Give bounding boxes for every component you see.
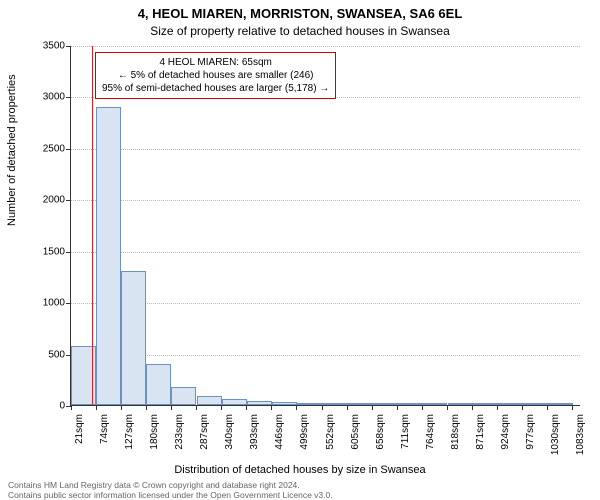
chart-title-address: 4, HEOL MIAREN, MORRISTON, SWANSEA, SA6 … <box>0 6 600 21</box>
xtick-label: 127sqm <box>124 414 135 450</box>
xtick-label: 658sqm <box>375 414 386 450</box>
xtick-label: 74sqm <box>99 414 110 444</box>
ytick-label: 1000 <box>25 298 65 309</box>
xtick-mark <box>322 405 323 410</box>
xtick-label: 287sqm <box>199 414 210 450</box>
gridline <box>71 252 580 253</box>
xtick-mark <box>372 405 373 410</box>
histogram-bar <box>96 107 121 405</box>
gridline <box>71 149 580 150</box>
xtick-label: 552sqm <box>325 414 336 450</box>
xtick-label: 1083sqm <box>575 414 586 455</box>
histogram-bar <box>498 403 523 405</box>
xtick-label: 1030sqm <box>550 414 561 455</box>
xtick-mark <box>547 405 548 410</box>
chart-container: 4, HEOL MIAREN, MORRISTON, SWANSEA, SA6 … <box>0 0 600 500</box>
xtick-label: 21sqm <box>74 414 85 444</box>
footer-copyright-2: Contains public sector information licen… <box>8 490 333 500</box>
xtick-label: 605sqm <box>350 414 361 450</box>
xtick-mark <box>221 405 222 410</box>
xtick-mark <box>497 405 498 410</box>
ytick-mark <box>66 149 71 150</box>
ytick-mark <box>66 200 71 201</box>
histogram-bar <box>523 403 548 405</box>
gridline <box>71 355 580 356</box>
xtick-mark <box>96 405 97 410</box>
xtick-mark <box>121 405 122 410</box>
xtick-label: 340sqm <box>224 414 235 450</box>
xtick-label: 871sqm <box>475 414 486 450</box>
xtick-mark <box>296 405 297 410</box>
histogram-bar <box>347 403 372 405</box>
xtick-mark <box>347 405 348 410</box>
xtick-mark <box>422 405 423 410</box>
histogram-bar <box>272 402 297 405</box>
histogram-bar <box>372 403 397 405</box>
xtick-label: 446sqm <box>274 414 285 450</box>
ytick-label: 3000 <box>25 92 65 103</box>
histogram-bar <box>397 403 422 405</box>
xtick-mark <box>196 405 197 410</box>
histogram-bar <box>146 364 171 405</box>
histogram-bar <box>121 271 146 405</box>
histogram-bar <box>473 403 498 405</box>
xtick-label: 818sqm <box>450 414 461 450</box>
x-axis-label: Distribution of detached houses by size … <box>0 464 600 476</box>
xtick-mark <box>146 405 147 410</box>
info-line-larger: 95% of semi-detached houses are larger (… <box>102 82 329 95</box>
info-line-size: 4 HEOL MIAREN: 65sqm <box>102 56 329 69</box>
histogram-bar <box>247 401 272 405</box>
plot-area: 4 HEOL MIAREN: 65sqm ← 5% of detached ho… <box>70 46 580 406</box>
gridline <box>71 303 580 304</box>
xtick-mark <box>397 405 398 410</box>
histogram-bar <box>548 403 573 405</box>
xtick-mark <box>171 405 172 410</box>
ytick-label: 0 <box>25 401 65 412</box>
histogram-bar <box>322 403 347 405</box>
ytick-label: 3500 <box>25 41 65 52</box>
ytick-mark <box>66 97 71 98</box>
xtick-label: 711sqm <box>400 414 411 449</box>
ytick-label: 500 <box>25 349 65 360</box>
ytick-mark <box>66 252 71 253</box>
property-marker-line <box>92 46 93 405</box>
xtick-mark <box>522 405 523 410</box>
footer-copyright-1: Contains HM Land Registry data © Crown c… <box>8 480 300 490</box>
ytick-label: 2000 <box>25 195 65 206</box>
property-info-box: 4 HEOL MIAREN: 65sqm ← 5% of detached ho… <box>95 52 336 99</box>
xtick-mark <box>447 405 448 410</box>
xtick-label: 499sqm <box>299 414 310 450</box>
histogram-bar <box>448 403 473 405</box>
histogram-bar <box>222 399 247 405</box>
chart-subtitle: Size of property relative to detached ho… <box>0 24 600 38</box>
xtick-label: 393sqm <box>249 414 260 450</box>
xtick-label: 764sqm <box>425 414 436 450</box>
xtick-label: 924sqm <box>500 414 511 450</box>
xtick-label: 233sqm <box>174 414 185 450</box>
xtick-mark <box>71 405 72 410</box>
xtick-label: 180sqm <box>149 414 160 450</box>
gridline <box>71 46 580 47</box>
info-line-smaller: ← 5% of detached houses are smaller (246… <box>102 69 329 82</box>
histogram-bar <box>171 387 196 406</box>
histogram-bar <box>422 403 447 405</box>
ytick-label: 2500 <box>25 143 65 154</box>
ytick-mark <box>66 46 71 47</box>
ytick-label: 1500 <box>25 246 65 257</box>
gridline <box>71 200 580 201</box>
y-axis-label: Number of detached properties <box>6 74 18 226</box>
xtick-mark <box>472 405 473 410</box>
histogram-bar <box>297 403 322 405</box>
xtick-mark <box>572 405 573 410</box>
xtick-mark <box>271 405 272 410</box>
xtick-label: 977sqm <box>525 414 536 450</box>
xtick-mark <box>246 405 247 410</box>
ytick-mark <box>66 303 71 304</box>
histogram-bar <box>197 396 222 405</box>
